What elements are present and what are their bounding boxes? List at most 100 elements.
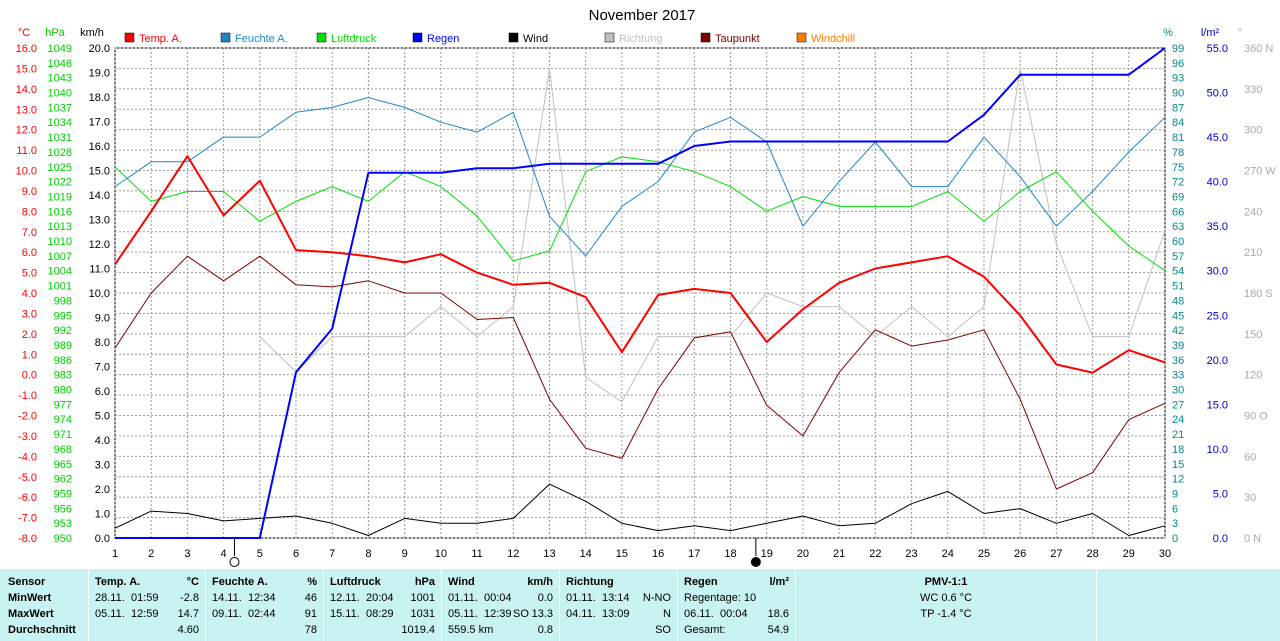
wind-tick-label: 1.0 [95,509,110,521]
wind-tick-label: 17.0 [89,117,110,129]
legend-entry: Regen [427,33,459,45]
wind-title: Wind [448,576,475,588]
legend-swatch [220,32,231,43]
x-tick-label: 25 [978,548,990,560]
humidity-column: Feuchte A. % 14.11. 12:34 46 09.11. 02:4… [206,569,323,641]
pressure-max-time: 08:29 [366,608,394,620]
legend-entry: Taupunkt [715,33,760,45]
x-tick-label: 22 [869,548,881,560]
temp-min-value: -2.8 [180,592,199,604]
temp-avg-value: 4.60 [177,624,199,636]
humidity-tick-label: 51 [1172,281,1184,293]
new-moon-icon [750,557,761,567]
x-tick-label: 13 [543,548,555,560]
wind-tick-label: 2.0 [95,484,110,496]
pressure-tick-label: 1019 [48,191,72,203]
x-tick-label: 1 [112,548,118,560]
pressure-tick-label: 1004 [48,266,72,278]
wind-total-distance: 559.5 km [448,624,494,636]
rain-max-date: 06.11. [684,608,714,620]
series-line-feuchte-a [114,97,1166,257]
wind-min-value: 0.0 [537,592,553,604]
temp-tick-label: 8.0 [22,206,37,218]
temp-tick-label: 12.0 [16,125,37,137]
humidity-tick-label: 84 [1172,117,1184,129]
humidity-tick-label: 78 [1172,147,1184,159]
pressure-tick-label: 1046 [48,58,72,70]
sensor-column: Sensor MinWert MaxWert Durchschnitt [0,569,88,641]
pressure-min-value: 1001 [410,592,435,604]
humidity-axis-unit: % [1163,27,1173,39]
x-tick-label: 21 [833,548,845,560]
direction-tick-label: 300 [1244,125,1262,137]
x-tick-label: 27 [1050,548,1062,560]
temp-max-value: 14.7 [177,608,199,620]
direction-tick-label: 210 [1244,247,1262,259]
humidity-min-time: 12:34 [248,592,276,604]
humidity-tick-label: 48 [1172,295,1184,307]
rain-total-value: 54.9 [767,624,789,636]
humidity-tick-label: 36 [1172,355,1184,367]
temp-tick-label: 13.0 [16,104,37,116]
wind-tick-label: 6.0 [95,386,110,398]
pressure-tick-label: 995 [54,310,72,322]
x-tick-label: 18 [724,548,736,560]
humidity-tick-label: 45 [1172,310,1184,322]
wind-tick-label: 14.0 [89,190,110,202]
rain-max-time: 00:04 [720,608,748,620]
humidity-tick-label: 63 [1172,221,1184,233]
x-tick-label: 11 [471,548,482,560]
legend-entry: Windchill [811,33,855,45]
wind-max-date: 05.11. [448,608,478,620]
x-tick-label: 4 [221,548,227,560]
rain-days: Regentage: 10 [684,592,757,604]
wind-tick-label: 5.0 [95,411,110,423]
x-tick-label: 3 [184,548,190,560]
humidity-title: Feuchte A. [212,576,268,588]
humidity-tick-label: 15 [1172,459,1184,471]
pressure-tick-label: 986 [54,355,72,367]
pressure-avg-value: 1019.4 [401,624,435,636]
pressure-tick-label: 1007 [48,251,72,263]
series-line-taupunkt [114,255,1166,490]
direction-tick-label: 270 W [1244,166,1276,178]
x-tick-label: 10 [435,548,447,560]
wind-tick-label: 18.0 [89,92,110,104]
rain-tick-label: 45.0 [1207,132,1228,144]
temp-tick-label: -4.0 [18,451,37,463]
rain-tick-label: 25.0 [1207,310,1228,322]
pressure-tick-label: 1010 [48,236,72,248]
temp-title: Temp. A. [95,576,141,588]
direction-tick-label: 150 [1244,329,1262,341]
rain-tick-label: 15.0 [1207,399,1228,411]
pressure-tick-label: 962 [54,474,72,486]
pressure-unit: hPa [414,576,435,588]
humidity-tick-label: 21 [1172,429,1184,441]
rain-tick-label: 10.0 [1207,444,1228,456]
direction-tick-label: 330 [1244,84,1262,96]
temp-tick-label: -8.0 [18,533,37,545]
pressure-tick-label: 1040 [48,88,72,100]
temp-tick-label: -5.0 [18,472,37,484]
direction-tick-label: 30 [1244,492,1256,504]
temp-unit: °C [186,576,199,588]
pressure-tick-label: 1028 [48,147,72,159]
direction-max-date: 04.11. [566,608,596,620]
pressure-tick-label: 983 [54,370,72,382]
humidity-tick-label: 66 [1172,206,1184,218]
rain-tick-label: 50.0 [1207,88,1228,100]
rain-tick-label: 5.0 [1213,488,1228,500]
temp-tick-label: -3.0 [18,431,37,443]
pressure-tick-label: 971 [54,429,72,441]
humidity-tick-label: 87 [1172,102,1184,114]
pressure-tick-label: 956 [54,503,72,515]
temp-max-date: 05.11. [95,608,125,620]
rain-tick-label: 55.0 [1207,43,1228,55]
direction-tick-label: 60 [1244,451,1256,463]
wind-tick-label: 10.0 [89,288,110,300]
pressure-tick-label: 1043 [48,73,72,85]
series-line-temp-a [114,155,1166,374]
temp-tick-label: -7.0 [18,513,37,525]
pmv-title: PMV-1:1 [924,576,968,588]
temp-min-time: 01:59 [131,592,159,604]
